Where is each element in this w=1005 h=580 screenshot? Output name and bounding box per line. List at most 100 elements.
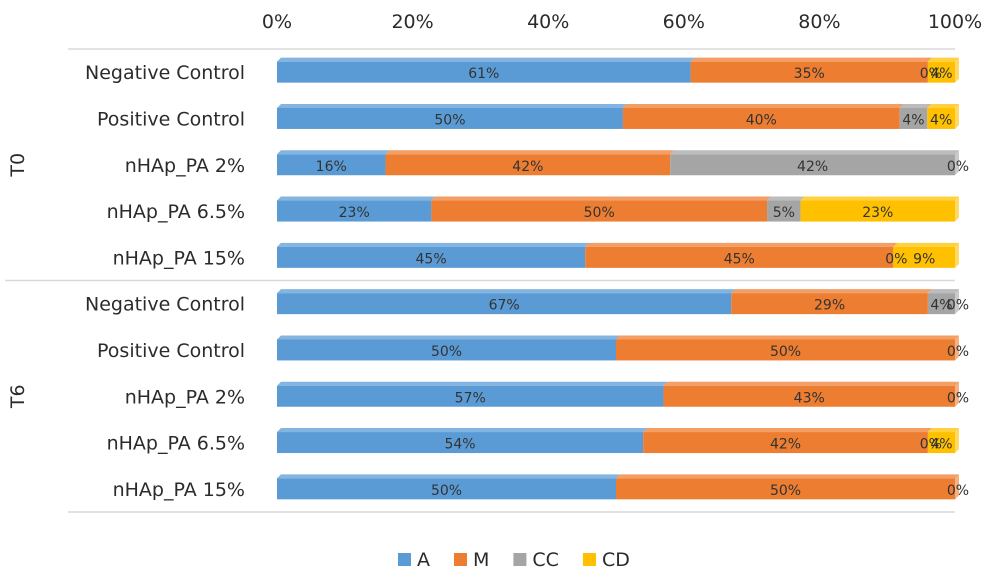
bar-segment-top [277,335,620,340]
bar-segment-top [643,428,932,433]
legend-swatch [398,553,411,566]
bar-segment-a [277,107,623,129]
x-tick-label: 100% [928,11,982,33]
category-labels: Negative Control Positive Control nHAp_PA … [85,62,245,501]
data-label: 50% [770,344,801,360]
bar-side [955,289,959,315]
bar-segment-m [385,154,671,176]
group-labels: T0 T6 [7,153,29,409]
bar-segment-m [690,61,928,83]
bar-segment-cd [927,61,955,83]
bar-side [955,57,959,83]
bar-segment-a [277,61,691,83]
bar-segment-top [899,103,932,108]
bar-segment-top [277,196,436,201]
bar-segment-top [690,57,932,62]
bar-segment-cd [893,246,955,268]
bar-segment-top [277,242,590,247]
data-label: 43% [794,390,825,406]
data-label: 45% [724,251,755,267]
bar-segment-m [663,385,955,407]
bar-segment-m [731,293,928,315]
bar-segment-top [277,103,627,108]
data-label: 50% [434,112,465,128]
group-label: T6 [7,384,29,409]
bar-segment-cc [767,200,801,222]
bar-segment-top [277,289,736,294]
data-label: 42% [797,159,828,175]
x-tick-label: 0% [262,11,292,33]
bar-segment-a [277,246,586,268]
data-label: 42% [512,159,543,175]
bar-segment-top [927,57,959,62]
bar-segment-top [431,196,772,201]
bar-segment-a [277,385,664,407]
data-label: 4% [930,437,952,453]
data-label: 42% [770,437,801,453]
legend-label: M [473,549,489,571]
bar-segment-top [767,196,805,201]
x-tick-label: 40% [527,11,569,33]
bar-segment-cd [927,107,955,129]
bar-segment-cd [800,200,955,222]
category-label: nHAp_PA 2% [125,386,245,408]
group-label: T0 [7,153,29,178]
category-label: nHAp_PA 6.5% [107,433,245,455]
data-label: 29% [814,298,845,314]
bar-segment-top [927,103,959,108]
bar-segment-a [277,154,386,176]
bar-side [955,242,959,268]
x-tick-label: 80% [798,11,840,33]
x-tick-label: 20% [391,11,433,33]
x-tick-label: 60% [663,11,705,33]
bar-segment-top [893,242,959,247]
bar-segment-top [277,57,695,62]
bar-side [955,196,959,222]
bar-segment-cc [927,293,955,315]
bar-segment-m [643,432,928,454]
data-label: 45% [416,251,447,267]
data-label: 0% [920,437,942,453]
bar-segment-cc [899,107,928,129]
data-label: 4% [930,298,952,314]
bar-segment-m [431,200,768,222]
legend: A M CC CD [398,549,630,571]
bar-segment-top [663,381,959,386]
category-label: nHAp_PA 15% [113,479,245,501]
bar-side [955,103,959,129]
bar-segment-a [277,432,644,454]
category-label: Negative Control [85,294,245,316]
category-label: nHAp_PA 15% [113,247,245,269]
bar-segment-top [616,474,959,479]
data-label: 4% [930,66,952,82]
data-label: 4% [902,112,924,128]
bars [277,57,959,500]
bar-segment-top [670,150,959,155]
category-label: nHAp_PA 6.5% [107,201,245,223]
legend-label: A [417,549,430,571]
bar-segment-top [277,428,648,433]
data-label: 0% [947,298,969,314]
bar-segment-top [616,335,959,340]
data-label: 0% [920,66,942,82]
data-label: 0% [885,251,907,267]
data-label: 54% [444,437,475,453]
data-label: 5% [773,205,795,221]
bar-side [955,381,959,407]
legend-swatch [513,553,527,566]
bar-segment-cc [670,154,955,176]
bar-segment-m [616,478,955,500]
data-label: 23% [339,205,370,221]
legend-label: CC [532,549,559,571]
bar-segment-a [277,293,732,315]
bar-segment-top [585,242,898,247]
data-label: 16% [316,159,347,175]
data-label: 50% [431,483,462,499]
bar-side [955,150,959,176]
legend-swatch [454,553,467,566]
bar-segment-a [277,200,432,222]
bar-segment-a [277,478,616,500]
bar-segment-top [385,150,675,155]
x-axis-ticks: 0% 20% 40% 60% 80% 100% [262,11,982,33]
data-label: 9% [913,251,935,267]
